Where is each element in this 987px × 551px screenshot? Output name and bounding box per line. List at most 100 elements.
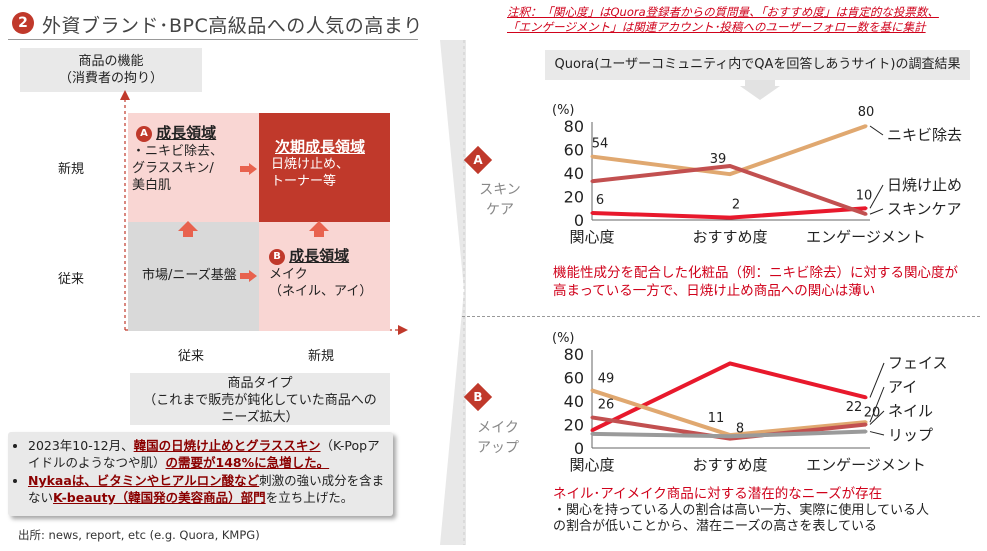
- finding-2-highlight-2: K-beauty（韓国発の美容商品）部門: [53, 490, 266, 505]
- data-point: [864, 212, 868, 216]
- y-axis-box: 商品の機能 （消費者の拘り）: [20, 48, 202, 92]
- x-tick-label: おすすめ度: [692, 456, 767, 474]
- data-point: [864, 206, 868, 210]
- y-tick-label: 20: [564, 416, 584, 435]
- x-tick-label: おすすめ度: [692, 228, 767, 246]
- y-tick-label: 0: [574, 439, 584, 458]
- legend-leader: [869, 184, 884, 209]
- y-tick-label: 40: [564, 392, 584, 411]
- quadrant-next-title: 次期成長領域: [275, 138, 366, 156]
- survey-header: Quora(ユーザーコミュニティ内でQAを回答しあうサイト)の調査結果: [545, 50, 970, 80]
- legend-label: ニキビ除去: [887, 126, 962, 144]
- finding-1-highlight-1: 韓国の日焼け止めとグラススキン: [133, 438, 321, 453]
- note-line-1: 注釈：「関心度」はQuora登録者からの質問量、「おすすめ度」は肯定的な投票数、: [507, 5, 939, 19]
- skincare-comment: 機能性成分を配合した化粧品（例：ニキビ除去）に対する関心度が 高まっている一方で…: [553, 265, 958, 299]
- data-point: [590, 432, 594, 436]
- x-tick-label: 関心度: [569, 228, 614, 246]
- section-b-badge: B: [473, 390, 483, 404]
- finding-2-mid: 刺激の強い成分を含まない: [28, 473, 385, 505]
- y-axis-unit: (%): [552, 331, 575, 346]
- source-note: 出所: news, report, etc (e.g. Quora, KMPG): [18, 528, 260, 542]
- panel-divider: [440, 40, 466, 545]
- data-label: 49: [598, 371, 615, 386]
- data-label: 11: [708, 411, 725, 426]
- data-label: 80: [858, 105, 875, 120]
- legend-label: ネイル: [888, 402, 933, 420]
- quadrant-base: 市場/ニーズ基盤: [128, 222, 259, 331]
- makeup-comment-body: ・関心を持っている人の割合は高い一方、実際に使用している人 の割合が低いことから…: [553, 503, 929, 534]
- key-findings-box: 2023年10-12月、韓国の日焼け止めとグラススキン（K-Popアイドルのよう…: [8, 432, 393, 516]
- y-tick-label: 20: [564, 188, 584, 207]
- data-point: [728, 216, 732, 220]
- makeup-comment-title: ネイル･アイメイク商品に対する潜在的なニーズが存在: [553, 486, 883, 502]
- y-tick-label: 60: [564, 369, 584, 388]
- finding-1-highlight-2: の需要が148%に急増した。: [165, 455, 330, 470]
- quadrant-a-body: ・ニキビ除去、 グラススキン/ 美白肌: [132, 144, 224, 193]
- data-label: 6: [596, 193, 604, 208]
- footnote-annotation: 注釈：「関心度」はQuora登録者からの質問量、「おすすめ度」は肯定的な投票数、…: [507, 5, 977, 35]
- quadrant-base-body: 市場/ニーズ基盤: [142, 268, 237, 283]
- y-label-new: 新規: [58, 162, 85, 177]
- quadrant-next-growth: 次期成長領域 日焼け止め、 トーナー等: [259, 113, 390, 222]
- quadrant-b-body: メイク （ネイル、アイ）: [269, 267, 373, 299]
- data-point: [728, 434, 732, 438]
- finding-1-mid: （K-Popアイドルのようなつや肌）: [28, 438, 380, 470]
- legend-leader: [869, 410, 885, 425]
- x-tick-label: 関心度: [569, 456, 614, 474]
- section-a-badge: A: [473, 153, 483, 167]
- y-tick-label: 80: [564, 117, 584, 136]
- data-point: [590, 155, 594, 159]
- series-line-1: [591, 206, 867, 220]
- badge-b: B: [269, 249, 285, 265]
- note-line-2: 「エンゲージメント」は関連アカウント･投稿へのユーザーフォロー数を基に集計: [507, 20, 926, 34]
- series-line-0: [591, 361, 867, 433]
- legend-label: スキンケア: [887, 200, 962, 218]
- y-tick-label: 0: [574, 211, 584, 230]
- quadrant-next-body: 日焼け止め、 トーナー等: [271, 157, 350, 189]
- y-axis-unit: (%): [552, 103, 575, 118]
- section-a-label: スキン ケア: [479, 182, 521, 218]
- data-point: [728, 172, 732, 176]
- y-tick-label: 40: [564, 164, 584, 183]
- legend-leader: [869, 431, 885, 436]
- data-point: [728, 164, 732, 168]
- quadrant-a-title: 成長領域: [156, 124, 217, 142]
- data-label: 22: [846, 400, 863, 415]
- legend-label: リップ: [888, 426, 933, 444]
- y-tick-label: 80: [564, 345, 584, 364]
- section-number-badge: 2: [12, 12, 34, 34]
- data-point: [590, 388, 594, 392]
- finding-1-pre: 2023年10-12月、: [28, 438, 134, 453]
- x-tick-label: エンゲージメント: [806, 228, 926, 246]
- skincare-line-chart: (%) 0 20 40 60 80 関心度 おすすめ度 エンゲージメント 54 80 ニキビ除去 6 2 1…: [552, 103, 962, 246]
- badge-a: A: [136, 126, 152, 142]
- data-label: 54: [592, 137, 609, 152]
- legend-label: アイ: [888, 378, 917, 396]
- data-point: [590, 415, 594, 419]
- data-point: [590, 179, 594, 183]
- data-point: [864, 395, 868, 399]
- data-label: 20: [864, 406, 881, 421]
- y-tick-label: 60: [564, 141, 584, 160]
- quadrant-b-title: 成長領域: [289, 247, 350, 265]
- data-point: [864, 124, 868, 128]
- x-axis-box: 商品タイプ （これまで販売が鈍化していた商品への ニーズ拡大）: [130, 373, 390, 425]
- data-point: [864, 423, 868, 426]
- data-point: [728, 361, 732, 365]
- legend-label: 日焼け止め: [887, 176, 962, 194]
- x-tick-label: エンゲージメント: [806, 456, 926, 474]
- matrix-flow-arrows: [178, 163, 329, 282]
- section-b-label: メイク アップ: [477, 420, 519, 456]
- data-point: [590, 428, 594, 432]
- x-label-existing: 従来: [178, 349, 205, 364]
- finding-2: Nykaaは、ビタミンやヒアルロン酸など刺激の強い成分を含まないK-beauty…: [28, 472, 387, 506]
- page-title: 外資ブランド･BPC高級品への人気の高まり: [42, 15, 423, 37]
- data-label: 26: [598, 397, 615, 412]
- data-point: [590, 211, 594, 215]
- quadrant-growth-a: A 成長領域 ・ニキビ除去、 グラススキン/ 美白肌: [128, 113, 259, 222]
- legend-leader: [869, 125, 884, 136]
- section-divider: [462, 316, 980, 317]
- data-label: 8: [736, 422, 744, 437]
- y-label-existing: 従来: [58, 272, 85, 287]
- data-label: 10: [856, 188, 873, 203]
